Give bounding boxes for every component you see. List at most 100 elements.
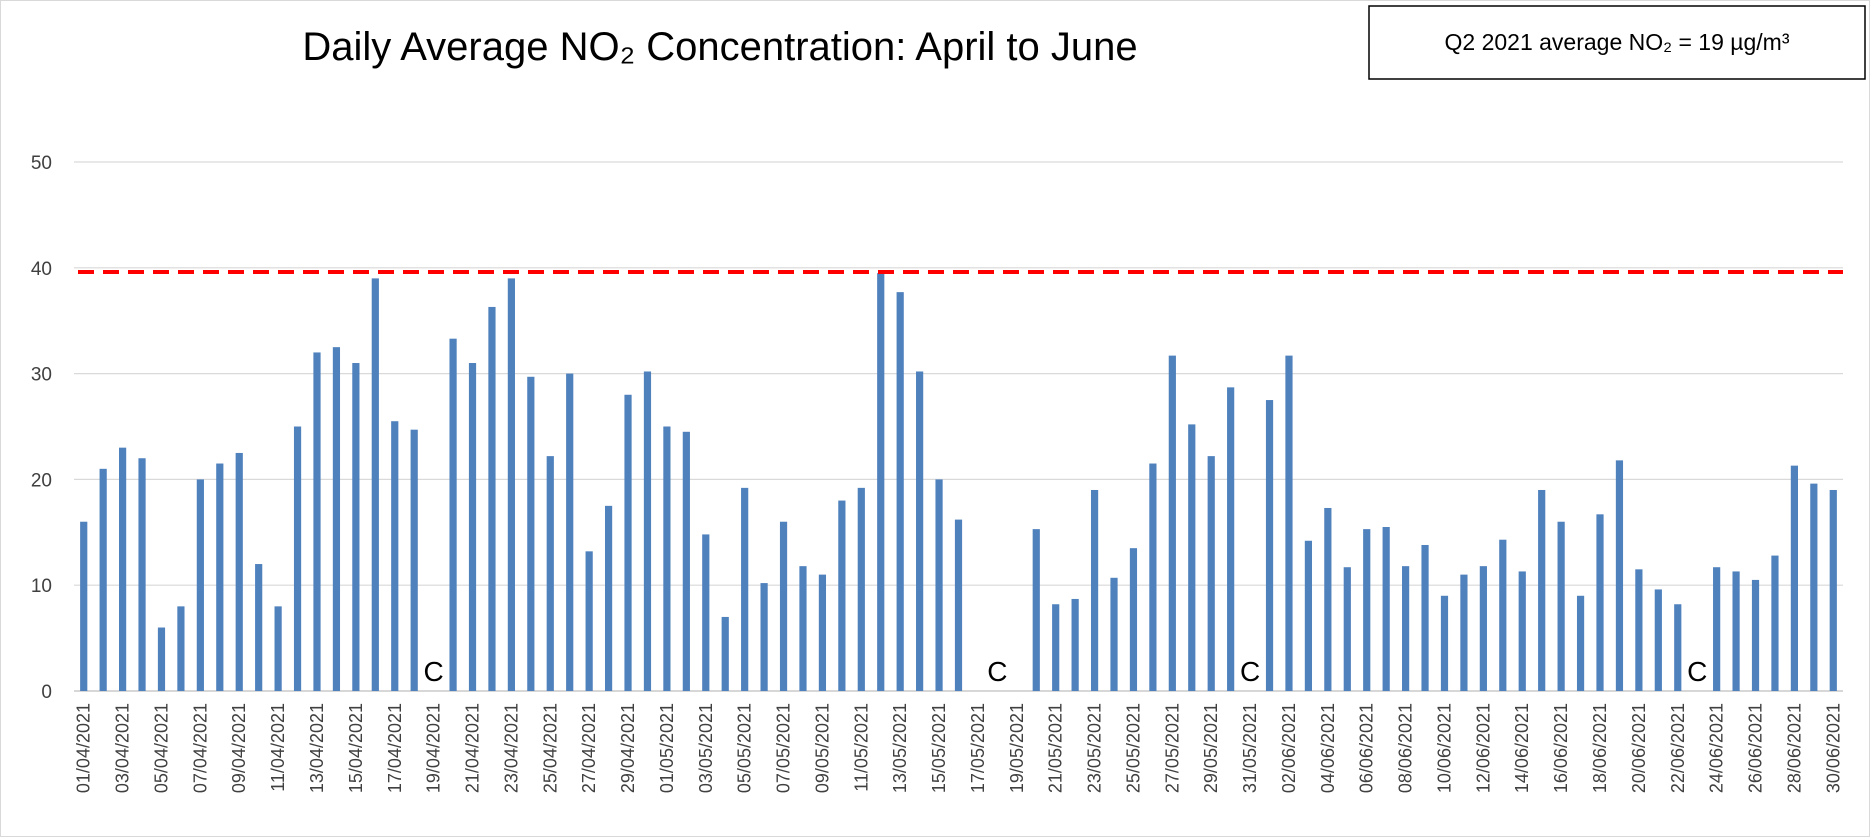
x-tick-label: 13/04/2021 xyxy=(307,703,327,793)
x-tick-label: 21/04/2021 xyxy=(463,703,483,793)
gap-mark: C xyxy=(1687,656,1707,687)
bar xyxy=(371,278,379,691)
x-tick-label: 17/05/2021 xyxy=(968,703,988,793)
x-tick-label: 30/06/2021 xyxy=(1823,703,1843,793)
y-tick-label: 20 xyxy=(31,470,52,491)
bar xyxy=(391,421,399,691)
x-tick-label: 01/04/2021 xyxy=(74,703,94,793)
bar xyxy=(1810,483,1818,691)
x-tick-label: 02/06/2021 xyxy=(1279,703,1299,793)
bar xyxy=(1304,540,1313,691)
y-tick-label: 0 xyxy=(41,682,52,703)
x-tick-label: 18/06/2021 xyxy=(1590,703,1610,793)
bar xyxy=(274,606,282,691)
x-tick-label: 13/05/2021 xyxy=(890,703,910,793)
bar xyxy=(196,479,204,691)
x-tick-label: 11/04/2021 xyxy=(268,703,288,792)
bar xyxy=(1654,589,1662,691)
x-tick-label: 31/05/2021 xyxy=(1240,703,1260,793)
gap-mark: C xyxy=(987,656,1007,687)
bar xyxy=(604,505,613,691)
x-tick-label: 19/04/2021 xyxy=(424,703,444,793)
bar xyxy=(138,458,146,691)
bar xyxy=(916,371,924,691)
bar xyxy=(157,627,166,691)
bar xyxy=(332,347,341,691)
bar xyxy=(488,306,496,691)
gap-mark: C xyxy=(424,656,444,687)
bar xyxy=(1382,527,1390,691)
x-tick-label: 27/04/2021 xyxy=(579,703,599,793)
bar xyxy=(1071,598,1079,691)
bar xyxy=(1790,465,1799,691)
y-tick-label: 50 xyxy=(31,153,52,174)
x-tick-label: 21/05/2021 xyxy=(1046,703,1066,793)
y-tick-label: 10 xyxy=(31,576,52,597)
x-tick-label: 04/06/2021 xyxy=(1318,703,1338,793)
x-tick-label: 11/05/2021 xyxy=(851,703,871,792)
bar xyxy=(177,606,185,691)
bar xyxy=(1499,539,1507,691)
x-tick-label: 07/04/2021 xyxy=(190,703,210,793)
bar xyxy=(1751,579,1760,691)
x-tick-label: 10/06/2021 xyxy=(1434,703,1454,793)
bar xyxy=(779,521,788,691)
bar xyxy=(1615,460,1624,691)
bar xyxy=(1168,355,1176,691)
x-tick-label: 24/06/2021 xyxy=(1707,703,1727,793)
bar xyxy=(1674,604,1682,691)
x-tick-label: 05/04/2021 xyxy=(151,703,171,793)
x-tick-label: 19/05/2021 xyxy=(1007,703,1027,793)
gap-mark: C xyxy=(1240,656,1260,687)
bar xyxy=(799,566,807,691)
x-tick-label: 08/06/2021 xyxy=(1396,703,1416,793)
x-tick-label: 23/05/2021 xyxy=(1085,703,1105,793)
annotation-box xyxy=(1368,5,1866,80)
x-tick-label: 09/05/2021 xyxy=(812,703,832,793)
bar xyxy=(1363,529,1371,691)
bar xyxy=(702,534,710,691)
x-tick-label: 17/04/2021 xyxy=(385,703,405,793)
x-tick-label: 29/05/2021 xyxy=(1201,703,1221,793)
bar xyxy=(99,468,107,691)
x-tick-label: 22/06/2021 xyxy=(1668,703,1688,793)
x-tick-label: 26/06/2021 xyxy=(1746,703,1766,793)
x-tick-label: 12/06/2021 xyxy=(1473,703,1493,793)
bar xyxy=(935,479,943,691)
bar xyxy=(1440,595,1449,691)
bar xyxy=(507,278,515,691)
bar xyxy=(857,487,865,691)
x-tick-label: 25/04/2021 xyxy=(540,703,560,793)
bar xyxy=(527,376,535,691)
bar xyxy=(1129,548,1138,691)
bar xyxy=(741,487,749,691)
x-tick-label: 03/04/2021 xyxy=(113,703,133,793)
bar xyxy=(1227,387,1235,691)
y-tick-label: 30 xyxy=(31,365,52,386)
x-tick-label: 07/05/2021 xyxy=(774,703,794,793)
bar xyxy=(954,519,963,691)
x-tick-label: 28/06/2021 xyxy=(1784,703,1804,793)
bar xyxy=(1771,555,1779,691)
bar xyxy=(1090,489,1099,691)
bar xyxy=(118,447,127,691)
bar xyxy=(585,551,593,691)
bar xyxy=(1518,571,1526,691)
bar xyxy=(449,338,457,691)
bar xyxy=(546,456,554,691)
bar xyxy=(1596,514,1604,691)
chart-title: Daily Average NO₂ Concentration: April t… xyxy=(302,25,1137,69)
bar xyxy=(760,583,768,691)
bar xyxy=(721,616,729,691)
x-tick-label: 01/05/2021 xyxy=(657,703,677,793)
bar xyxy=(1285,355,1293,691)
bar xyxy=(1207,456,1215,691)
bar xyxy=(1110,577,1118,691)
bar xyxy=(410,429,418,691)
bar xyxy=(235,452,243,691)
x-tick-label: 29/04/2021 xyxy=(618,703,638,793)
bar xyxy=(1460,574,1468,691)
bar xyxy=(1052,604,1060,691)
